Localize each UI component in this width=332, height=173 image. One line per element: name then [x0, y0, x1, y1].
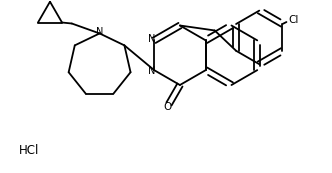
Text: HCl: HCl — [19, 144, 40, 157]
Text: N: N — [148, 34, 156, 44]
Text: N: N — [148, 66, 156, 76]
Text: O: O — [163, 102, 171, 112]
Text: N: N — [96, 28, 103, 37]
Text: Cl: Cl — [288, 15, 298, 25]
